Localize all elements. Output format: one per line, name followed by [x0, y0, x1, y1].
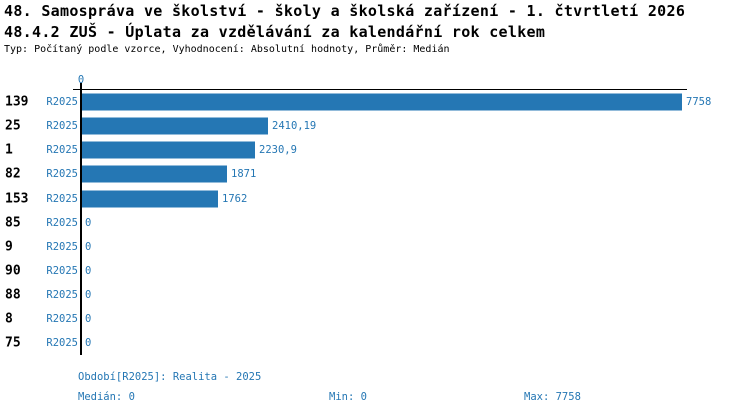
chart-row: 75 R2025 0	[0, 331, 750, 355]
row-id-label: 75	[5, 335, 21, 351]
row-id-label: 139	[5, 94, 29, 110]
row-period-label: R2025	[46, 192, 78, 205]
chart-row: 1 R2025 2230,9	[0, 138, 750, 162]
bar	[82, 141, 255, 159]
report-subtitle: Typ: Počítaný podle vzorce, Vyhodnocení:…	[4, 44, 450, 55]
axis-vertical-line	[80, 83, 82, 355]
chart-row: 139 R2025 7758	[0, 90, 750, 114]
row-id-label: 25	[5, 118, 21, 134]
chart-row: 8 R2025 0	[0, 307, 750, 331]
row-period-label: R2025	[46, 144, 78, 157]
report-title-line1: 48. Samospráva ve školství - školy a ško…	[4, 2, 686, 20]
bar-value-label: 2410,19	[272, 120, 317, 133]
row-period-label: R2025	[46, 216, 78, 229]
bar	[82, 165, 227, 183]
row-id-label: 88	[5, 287, 21, 303]
bar-value-label: 0	[85, 313, 92, 326]
bar-value-label: 1762	[222, 192, 248, 205]
bar-value-label: 0	[85, 265, 92, 278]
chart-row: 90 R2025 0	[0, 259, 750, 283]
chart-row: 9 R2025 0	[0, 235, 750, 259]
bar	[82, 93, 682, 111]
bar-value-label: 1871	[231, 168, 257, 181]
chart-row: 153 R2025 1762	[0, 187, 750, 211]
axis-top-line	[73, 89, 687, 90]
bar-value-label: 2230,9	[259, 144, 297, 157]
bar	[82, 117, 268, 135]
row-id-label: 1	[5, 142, 13, 158]
row-id-label: 82	[5, 166, 21, 182]
row-id-label: 85	[5, 215, 21, 231]
row-period-label: R2025	[46, 120, 78, 133]
row-period-label: R2025	[46, 313, 78, 326]
row-period-label: R2025	[46, 289, 78, 302]
axis-zero-tick-label: 0	[77, 74, 85, 86]
row-period-label: R2025	[46, 96, 78, 109]
row-period-label: R2025	[46, 240, 78, 253]
chart-row: 88 R2025 0	[0, 283, 750, 307]
chart-row: 85 R2025 0	[0, 211, 750, 235]
report-title-line2: 48.4.2 ZUŠ - Úplata za vzdělávání za kal…	[4, 23, 546, 41]
row-period-label: R2025	[46, 265, 78, 278]
chart-row: 82 R2025 1871	[0, 162, 750, 186]
row-period-label: R2025	[46, 337, 78, 350]
bar-value-label: 0	[85, 337, 92, 350]
bar-value-label: 0	[85, 289, 92, 302]
bar-value-label: 7758	[686, 96, 712, 109]
bar-value-label: 0	[85, 240, 92, 253]
chart-row: 25 R2025 2410,19	[0, 114, 750, 138]
footer-max-label: Max: 7758	[524, 391, 581, 403]
bar-value-label: 0	[85, 216, 92, 229]
footer-median-label: Medián: 0	[78, 391, 135, 403]
footer-period-label: Období[R2025]: Realita - 2025	[78, 371, 262, 383]
row-id-label: 153	[5, 191, 29, 207]
row-id-label: 8	[5, 311, 13, 327]
chart-rows: 139 R2025 7758 25 R2025 2410,19 1 R2025 2230,9 82…	[0, 90, 750, 356]
footer-min-label: Min: 0	[329, 391, 367, 403]
bar	[82, 190, 218, 208]
row-id-label: 9	[5, 239, 13, 255]
row-period-label: R2025	[46, 168, 78, 181]
row-id-label: 90	[5, 263, 21, 279]
